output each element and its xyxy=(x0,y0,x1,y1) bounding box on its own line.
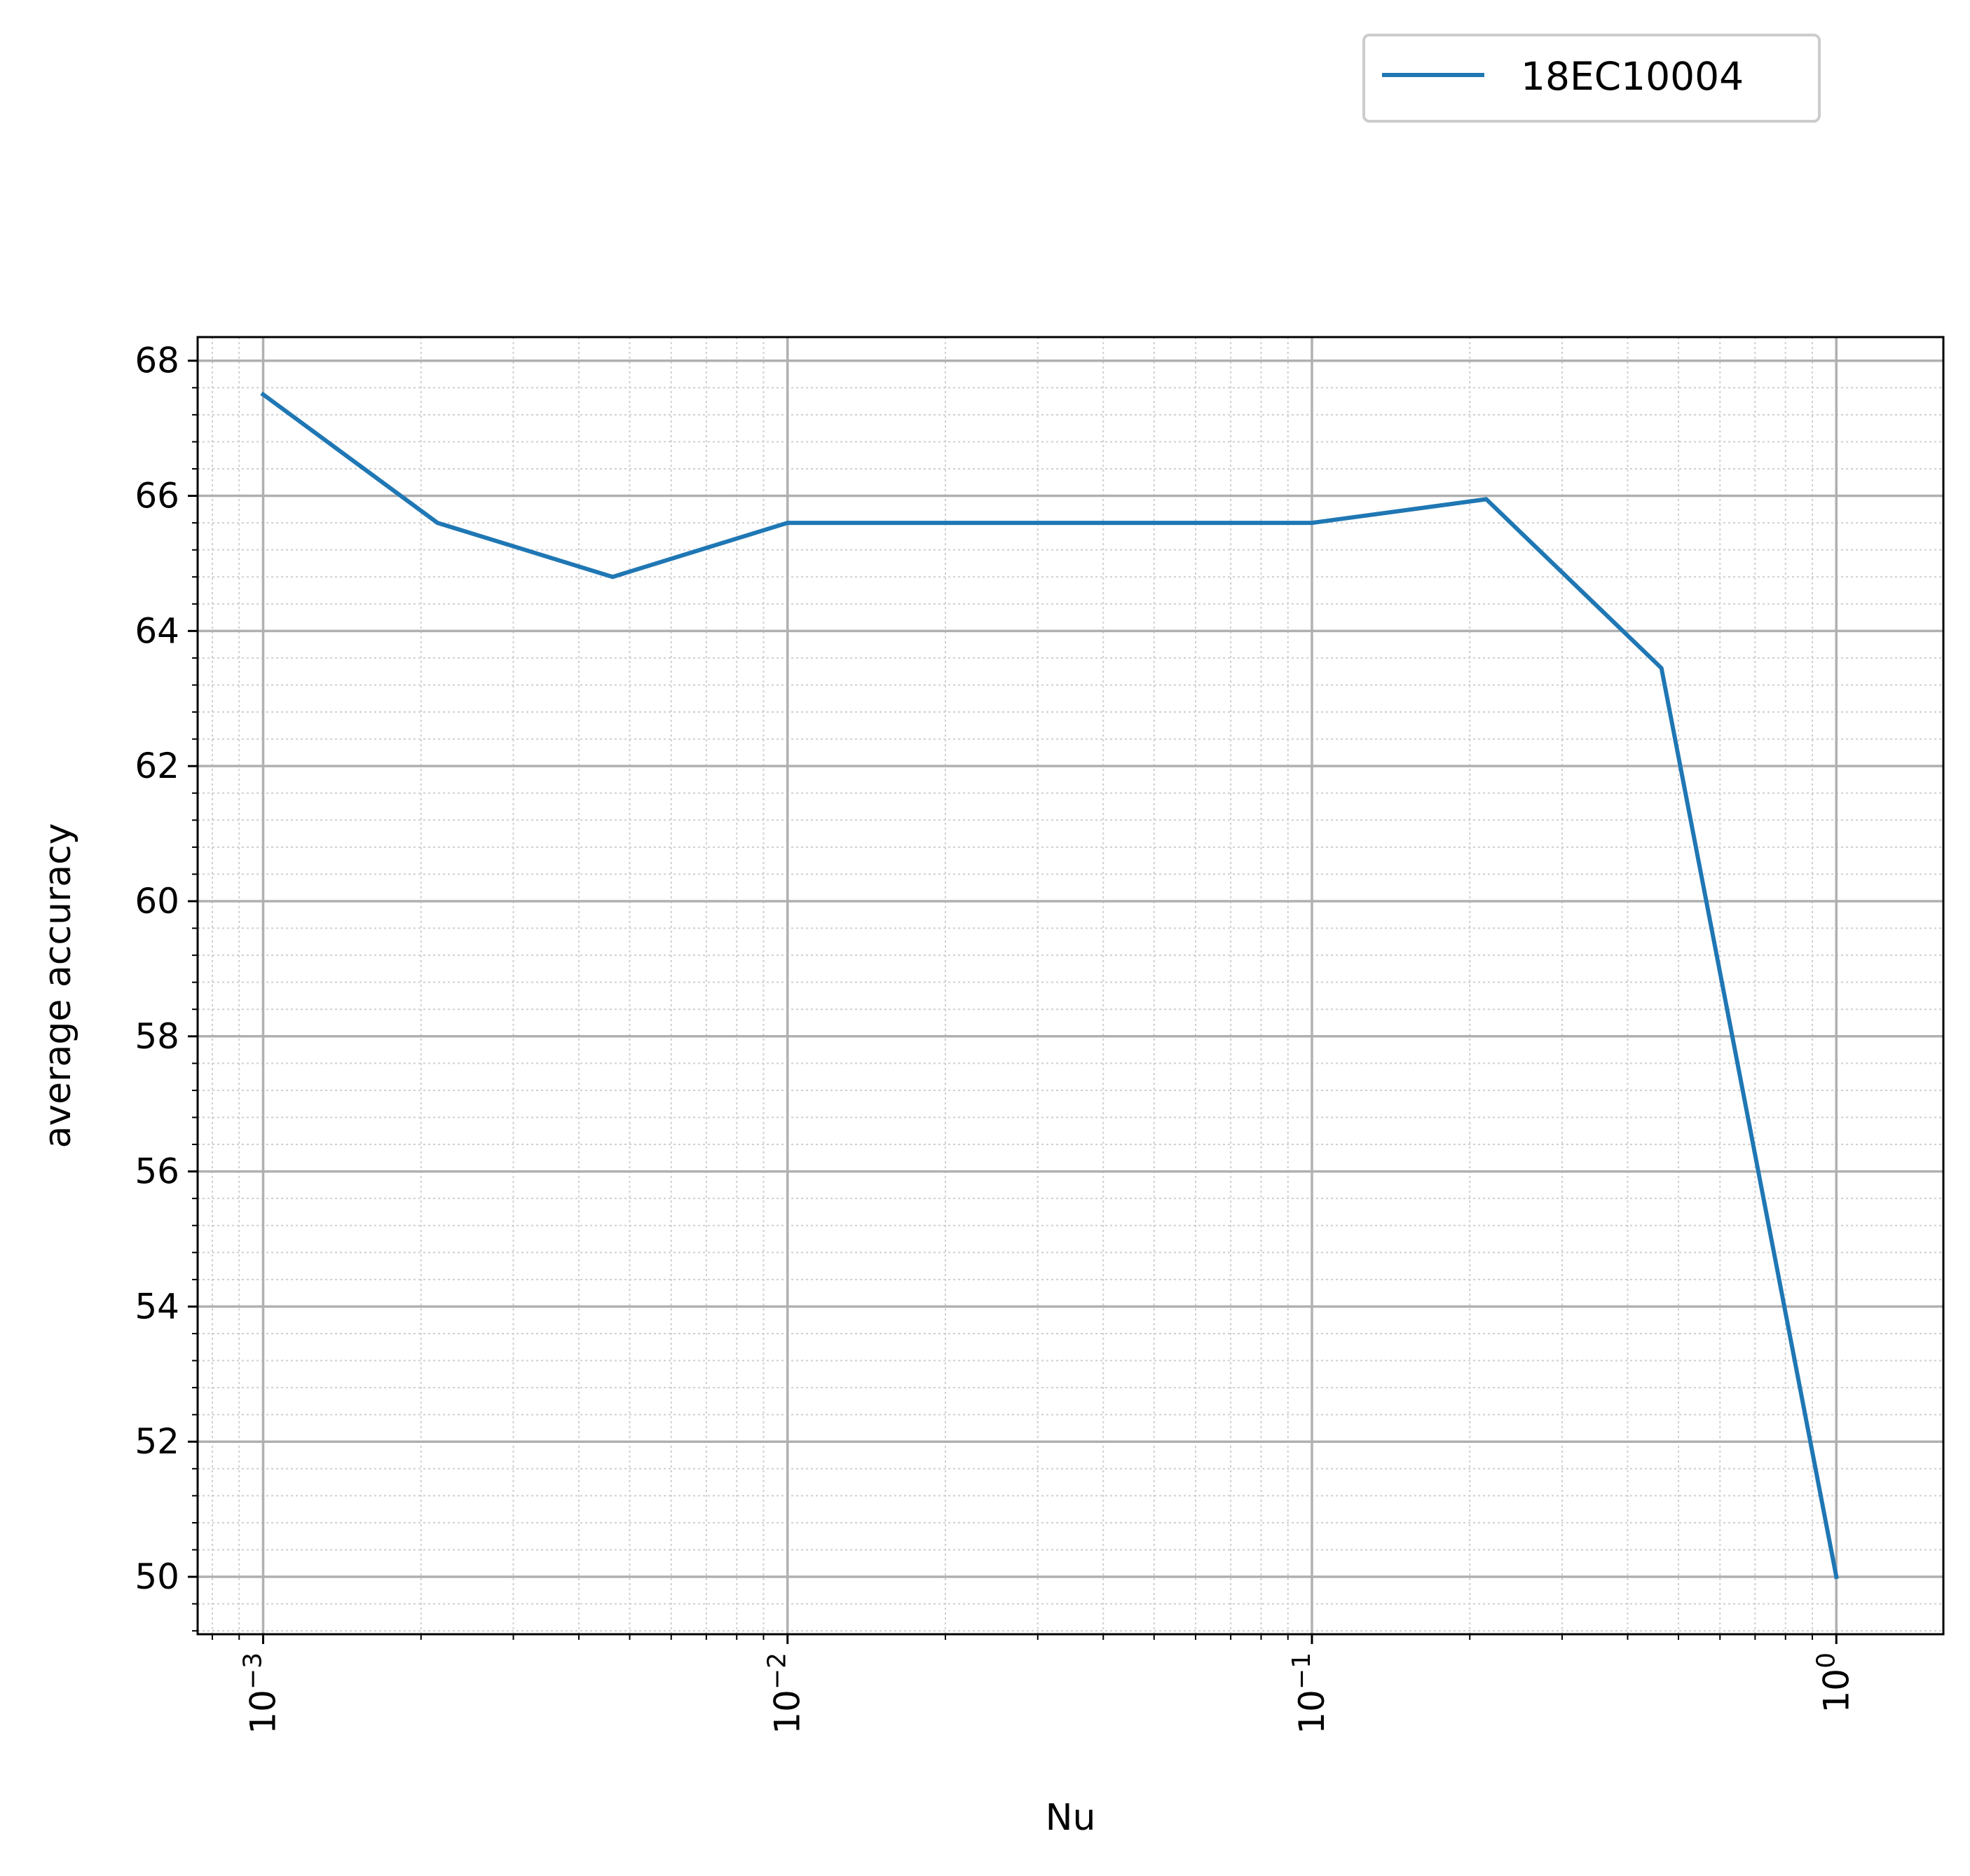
x-tick-label-exponent: −1 xyxy=(1287,1652,1316,1690)
y-tick-label: 50 xyxy=(135,1556,179,1597)
x-tick-label-base: 10 xyxy=(242,1690,283,1734)
x-tick-label: 10−3 xyxy=(238,1652,283,1734)
x-tick-labels: 10−310−210−1 100 xyxy=(238,1652,1856,1734)
series-point xyxy=(1661,668,1662,669)
y-tick-label: 54 xyxy=(135,1286,179,1327)
legend: 18EC10004 xyxy=(1362,34,1821,123)
x-tick-label-exponent: 0 xyxy=(1812,1652,1840,1669)
minor-grid xyxy=(198,337,1943,1634)
legend-entry-label: 18EC10004 xyxy=(1521,54,1744,99)
x-tick-label: 100 xyxy=(1812,1652,1856,1713)
series-line xyxy=(260,391,1839,1580)
y-tick-label: 64 xyxy=(135,610,179,651)
x-axis-title: Nu xyxy=(1046,1797,1096,1839)
x-tick-label-exponent: −3 xyxy=(238,1652,267,1690)
axis-ticks xyxy=(188,360,1838,1644)
y-tick-label: 60 xyxy=(135,881,179,922)
y-tick-label: 52 xyxy=(135,1421,179,1462)
legend-box xyxy=(1362,34,1821,123)
x-tick-label: 10−1 xyxy=(1287,1652,1332,1734)
y-tick-label: 68 xyxy=(135,341,179,381)
x-tick-label: 10−2 xyxy=(763,1652,808,1734)
y-axis-title: average accuracy xyxy=(37,823,79,1148)
y-tick-label: 62 xyxy=(135,746,179,786)
y-tick-label: 56 xyxy=(135,1151,179,1192)
plot-frame xyxy=(196,336,1945,1636)
major-grid xyxy=(198,337,1943,1634)
x-tick-label-base: 10 xyxy=(1816,1669,1856,1713)
y-tick-labels: 50 52 54 56 58 60 62 64 66 68 xyxy=(135,341,179,1597)
y-tick-label: 66 xyxy=(135,476,179,516)
x-tick-label-base: 10 xyxy=(1292,1690,1332,1734)
x-tick-label-base: 10 xyxy=(767,1690,808,1734)
series-point xyxy=(263,394,264,395)
y-tick-label: 58 xyxy=(135,1016,179,1057)
x-tick-label-exponent: −2 xyxy=(763,1652,792,1690)
series-layer xyxy=(260,391,1839,1580)
